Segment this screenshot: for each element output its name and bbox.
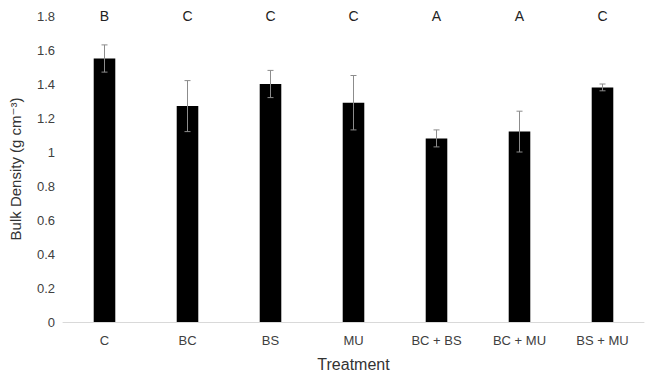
svg-text:Treatment: Treatment [317,356,390,373]
svg-text:A: A [515,8,525,24]
svg-text:1.6: 1.6 [37,43,55,58]
svg-text:BS: BS [262,333,280,348]
svg-text:C: C [100,333,109,348]
svg-text:BC: BC [178,333,196,348]
svg-text:C: C [348,8,358,24]
svg-text:0: 0 [48,315,55,330]
svg-text:1: 1 [48,145,55,160]
svg-text:C: C [182,8,192,24]
svg-text:1.8: 1.8 [37,9,55,24]
svg-text:B: B [100,8,109,24]
svg-text:0.8: 0.8 [37,179,55,194]
svg-text:MU: MU [343,333,363,348]
svg-text:BC + MU: BC + MU [493,333,546,348]
svg-text:C: C [265,8,275,24]
svg-text:Bulk Density (g cm⁻³): Bulk Density (g cm⁻³) [7,98,24,241]
svg-text:BC + BS: BC + BS [411,333,462,348]
svg-text:0.6: 0.6 [37,213,55,228]
svg-text:C: C [597,8,607,24]
svg-text:0.4: 0.4 [37,247,55,262]
svg-text:A: A [432,8,442,24]
svg-text:1.4: 1.4 [37,77,55,92]
svg-text:0.2: 0.2 [37,281,55,296]
svg-text:1.2: 1.2 [37,111,55,126]
svg-text:BS + MU: BS + MU [576,333,628,348]
